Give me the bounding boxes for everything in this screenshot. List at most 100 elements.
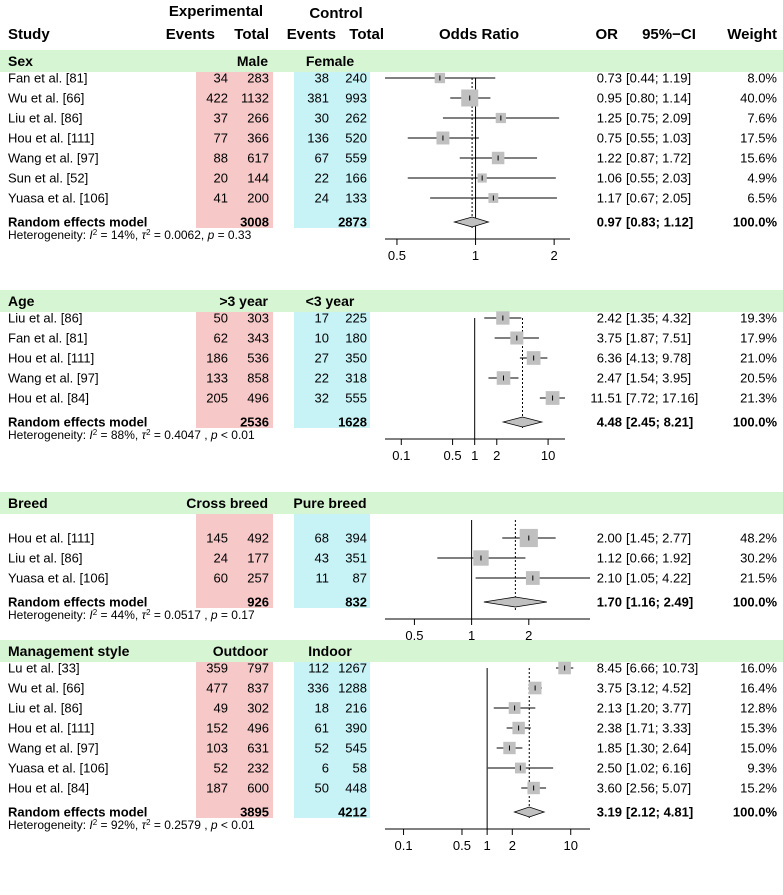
header-ctrl-total: Total — [349, 26, 384, 43]
weight-value: 21.5% — [740, 571, 777, 586]
or-value: 3.75 — [597, 681, 622, 696]
ctrl-total: 350 — [345, 351, 367, 366]
x-tick-label: 2 — [525, 628, 532, 643]
weight-value: 17.5% — [740, 131, 777, 146]
pooled-ctrl-total: 2873 — [338, 215, 367, 230]
or-value: 1.17 — [597, 191, 622, 206]
ci-value: [1.20; 3.77] — [626, 701, 691, 716]
ctrl-events: 32 — [315, 391, 329, 406]
ctrl-total: 993 — [345, 91, 367, 106]
control-band — [294, 662, 370, 818]
heterogeneity-text: Heterogeneity: I2 = 14%, τ2 = 0.0062, p … — [8, 228, 252, 243]
ctrl-events: 68 — [315, 531, 329, 546]
exp-total: 343 — [247, 331, 269, 346]
pooled-weight: 100.0% — [733, 415, 778, 430]
ctrl-total: 180 — [345, 331, 367, 346]
exp-events: 205 — [206, 391, 228, 406]
pooled-or: 0.97 — [597, 215, 622, 230]
heterogeneity-tau-sup: 2 — [146, 228, 151, 237]
weight-value: 15.0% — [740, 741, 777, 756]
ctrl-total: 166 — [345, 171, 367, 186]
weight-value: 48.2% — [740, 531, 777, 546]
ci-value: [2.56; 5.07] — [626, 781, 691, 796]
header-study: Study — [8, 26, 50, 43]
exp-total: 200 — [247, 191, 269, 206]
ci-value: [0.55; 2.03] — [626, 171, 691, 186]
header-exp-events: Events — [166, 26, 215, 43]
exp-events: 186 — [206, 351, 228, 366]
exp-total: 837 — [247, 681, 269, 696]
or-value: 2.13 — [597, 701, 622, 716]
or-value: 2.10 — [597, 571, 622, 586]
weight-value: 6.5% — [747, 191, 777, 206]
header-exp-total: Total — [234, 26, 269, 43]
ctrl-events: 11 — [316, 571, 330, 586]
ctrl-events: 112 — [308, 661, 329, 676]
ctrl-total: 240 — [345, 71, 367, 86]
x-tick-label: 1 — [472, 248, 479, 263]
pooled-ci: [0.83; 1.12] — [626, 215, 693, 230]
heterogeneity-p: p — [210, 608, 218, 622]
heterogeneity-tau: τ — [142, 428, 148, 442]
or-value: 2.00 — [597, 531, 622, 546]
x-tick-label: 0.5 — [453, 838, 471, 853]
experimental-band — [196, 662, 273, 818]
heterogeneity-p: p — [210, 818, 218, 832]
ctrl-total: 225 — [345, 311, 367, 326]
pooled-or: 1.70 — [597, 595, 622, 610]
x-tick-label: 0.1 — [392, 448, 410, 463]
x-tick-label: 2 — [493, 448, 500, 463]
weight-value: 16.0% — [740, 661, 777, 676]
exp-total: 492 — [247, 531, 269, 546]
heterogeneity-p-val: < 0.01 — [218, 818, 255, 832]
x-tick-label: 2 — [551, 248, 558, 263]
ci-value: [6.66; 10.73] — [626, 661, 698, 676]
or-value: 2.42 — [597, 311, 622, 326]
group-band — [0, 50, 783, 72]
study-name: Wu et al. [66] — [8, 681, 84, 696]
pooled-diamond — [483, 596, 547, 608]
exp-total: 257 — [247, 571, 269, 586]
weight-value: 9.3% — [747, 761, 777, 776]
ctrl-events: 30 — [315, 111, 329, 126]
heterogeneity-tau-sup: 2 — [146, 818, 151, 827]
heterogeneity-p-val: = 0.17 — [218, 608, 255, 622]
heterogeneity-tau-val: = 0.2579 , — [151, 818, 211, 832]
ci-value: [1.35; 4.32] — [626, 311, 691, 326]
pooled-weight: 100.0% — [733, 215, 778, 230]
experimental-label: Outdoor — [213, 643, 269, 659]
exp-events: 49 — [214, 701, 228, 716]
exp-total: 496 — [247, 391, 269, 406]
ctrl-total: 1267 — [338, 661, 367, 676]
ci-value: [0.67; 2.05] — [626, 191, 691, 206]
header-or: OR — [596, 26, 619, 43]
exp-total: 536 — [247, 351, 269, 366]
pooled-weight: 100.0% — [733, 805, 778, 820]
group-band — [0, 640, 783, 662]
experimental-band — [196, 514, 273, 608]
control-band — [294, 72, 370, 228]
experimental-band — [196, 72, 273, 228]
random-effects-label: Random effects model — [8, 415, 147, 430]
or-value: 1.85 — [597, 741, 622, 756]
pooled-ci: [1.16; 2.49] — [626, 595, 693, 610]
study-name: Hou et al. [111] — [8, 721, 94, 736]
group-title: Breed — [8, 495, 48, 511]
x-tick-label: 0.5 — [444, 448, 462, 463]
ci-value: [1.30; 2.64] — [626, 741, 691, 756]
heterogeneity-text: Heterogeneity: I2 = 88%, τ2 = 0.4047 , p… — [8, 428, 255, 443]
ctrl-total: 133 — [345, 191, 367, 206]
header-ctrl-events: Events — [287, 26, 336, 43]
exp-events: 359 — [206, 661, 228, 676]
ctrl-total: 545 — [345, 741, 367, 756]
heterogeneity-tau: τ — [142, 818, 148, 832]
heterogeneity-p-val: = 0.33 — [214, 228, 251, 242]
control-label: <3 year — [306, 293, 355, 309]
ci-value: [0.44; 1.19] — [626, 71, 691, 86]
header-weight: Weight — [727, 26, 777, 43]
x-tick-label: 0.5 — [388, 248, 406, 263]
x-tick-label: 1 — [468, 628, 475, 643]
header-odds-ratio: Odds Ratio — [439, 26, 519, 43]
or-value: 1.06 — [597, 171, 622, 186]
heterogeneity-i2-val: = 14%, — [97, 228, 141, 242]
